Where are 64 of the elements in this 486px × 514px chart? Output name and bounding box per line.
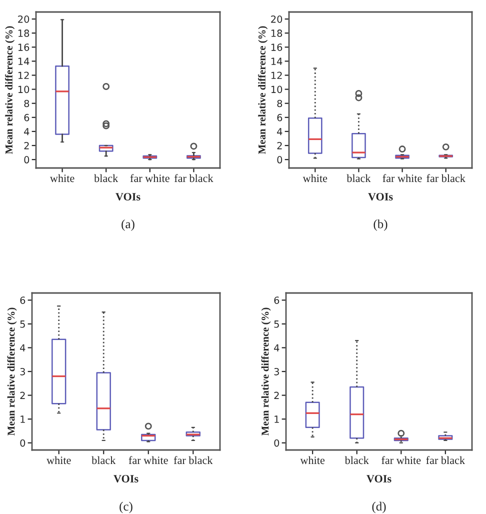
x-tick-label: white [300, 456, 325, 464]
y-tick-label: 0 [20, 439, 26, 447]
x-tick-label: far white [382, 174, 422, 182]
y-tick-label: 20 [18, 16, 30, 23]
x-tick-label: far black [426, 174, 466, 182]
y-tick-label: 0 [274, 439, 280, 447]
x-axis-title: VOIs [114, 475, 138, 483]
text: (d) [372, 502, 386, 514]
y-axis-title: Mean relative difference (%) [5, 26, 15, 154]
y-tick-label: 2 [274, 392, 279, 399]
x-axis-title: VOIs [368, 193, 393, 201]
y-tick-label: 12 [18, 72, 29, 79]
y-tick-label: 2 [277, 142, 282, 150]
y-tick-label: 6 [277, 114, 282, 122]
y-tick-label: 0 [277, 156, 282, 164]
y-tick-label: 1 [274, 416, 279, 423]
y-tick-label: 2 [20, 392, 25, 399]
x-tick-label: far black [174, 456, 213, 464]
y-tick-label: 3 [20, 368, 25, 376]
y-tick-label: 3 [274, 368, 279, 376]
y-tick-label: 4 [277, 128, 282, 136]
y-tick-label: 14 [18, 58, 30, 65]
x-tick-label: far black [174, 174, 214, 182]
y-tick-label: 8 [24, 100, 30, 108]
x-tick-label: far black [426, 456, 466, 464]
y-tick-label: 10 [271, 86, 282, 94]
y-tick-label: 2 [24, 142, 29, 150]
y-tick-label: 4 [20, 344, 26, 352]
y-tick-label: 10 [18, 86, 30, 94]
y-tick-label: 5 [20, 320, 25, 328]
y-tick-label: 18 [271, 30, 282, 37]
y-axis-title: Mean relative difference (%) [7, 308, 17, 436]
x-tick-label: white [46, 456, 71, 464]
x-tick-label: black [344, 456, 369, 464]
x-axis-title: VOIs [116, 193, 140, 201]
y-tick-label: 6 [20, 296, 26, 304]
y-tick-label: 16 [271, 44, 282, 51]
x-tick-label: far white [130, 174, 170, 182]
y-tick-label: 5 [274, 320, 279, 328]
text: (a) [122, 219, 134, 231]
y-tick-label: 16 [18, 44, 30, 51]
y-tick-label: 0 [24, 156, 30, 164]
y-tick-label: 12 [271, 72, 282, 79]
y-tick-label: 6 [274, 296, 280, 304]
x-tick-label: white [50, 174, 74, 182]
y-tick-label: 1 [20, 416, 25, 423]
y-tick-label: 20 [271, 16, 282, 23]
y-axis-title: Mean relative difference (%) [258, 26, 268, 154]
y-tick-label: 18 [18, 30, 30, 37]
x-axis-title: VOIs [366, 475, 392, 483]
x-tick-label: white [302, 174, 328, 182]
y-tick-label: 8 [277, 100, 282, 108]
x-tick-label: far white [382, 456, 421, 464]
x-tick-label: black [94, 174, 118, 182]
x-tick-label: far white [128, 456, 168, 464]
y-tick-label: 6 [24, 114, 30, 122]
y-tick-label: 14 [271, 58, 282, 65]
x-tick-label: black [346, 174, 371, 182]
x-tick-label: black [92, 456, 116, 464]
text: (b) [374, 219, 388, 231]
text: (c) [120, 502, 132, 514]
y-tick-label: 4 [274, 344, 280, 352]
y-axis-title: Mean relative difference (%) [261, 308, 271, 436]
y-tick-label: 4 [24, 128, 30, 136]
